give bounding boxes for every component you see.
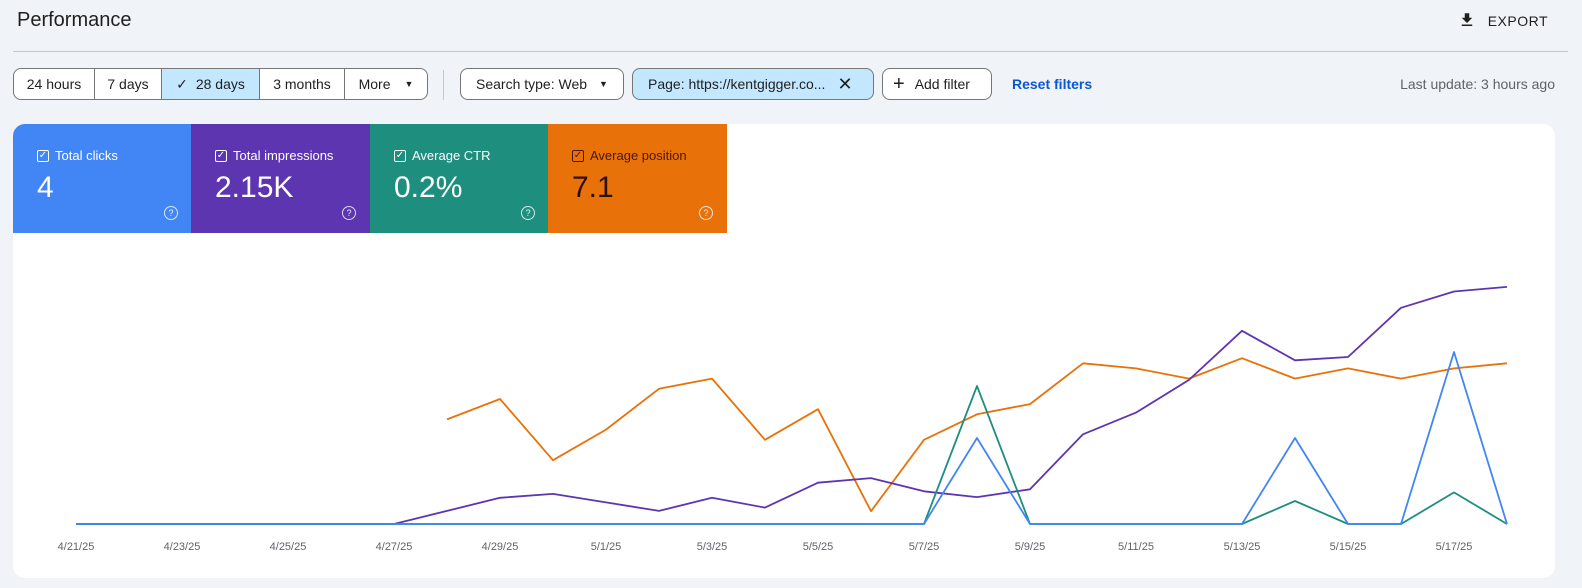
series-line-position xyxy=(446,357,1508,513)
download-icon xyxy=(1458,11,1476,32)
x-tick-label: 5/3/25 xyxy=(697,541,728,553)
series-line-impressions xyxy=(76,286,1508,525)
x-tick-label: 5/11/25 xyxy=(1118,541,1154,553)
date-range-label: 28 days xyxy=(195,76,245,92)
help-icon[interactable]: ? xyxy=(521,206,535,220)
help-icon[interactable]: ? xyxy=(164,206,178,220)
series-line-clicks xyxy=(76,351,1508,525)
date-range-label: 24 hours xyxy=(26,76,82,92)
header-divider xyxy=(13,51,1568,52)
metric-label: Total clicks xyxy=(55,148,118,163)
x-tick-label: 4/21/25 xyxy=(58,541,95,553)
checkbox-icon[interactable]: ✓ xyxy=(572,149,584,162)
date-range-7-days[interactable]: 7 days xyxy=(95,69,162,99)
date-range-label: 7 days xyxy=(107,76,149,92)
page-filter-label: Page: https://kentgigger.co... xyxy=(648,76,826,92)
search-type-dropdown[interactable]: Search type: Web ▼ xyxy=(460,68,624,100)
metric-tile-total-impressions[interactable]: ✓ Total impressions 2.15K ? xyxy=(191,124,370,233)
check-icon: ✓ xyxy=(176,75,188,92)
more-label: More xyxy=(358,76,391,92)
caret-down-icon: ▼ xyxy=(404,79,414,89)
help-icon[interactable]: ? xyxy=(342,206,356,220)
caret-down-icon: ▼ xyxy=(599,79,608,89)
reset-filters-link[interactable]: Reset filters xyxy=(1012,76,1093,92)
page-filter-chip[interactable]: Page: https://kentgigger.co... ✕ xyxy=(632,68,874,100)
page-title: Performance xyxy=(17,9,132,31)
checkbox-icon[interactable]: ✓ xyxy=(37,149,49,162)
x-tick-label: 4/29/25 xyxy=(482,541,519,553)
metric-value: 2.15K xyxy=(215,171,294,204)
metric-label: Average CTR xyxy=(412,148,491,163)
export-button[interactable]: EXPORT xyxy=(1458,10,1548,32)
more-dropdown[interactable]: More ▼ xyxy=(345,69,427,99)
x-tick-label: 5/7/25 xyxy=(909,541,940,553)
series-line-ctr xyxy=(76,385,1508,525)
metric-tile-total-clicks[interactable]: ✓ Total clicks 4 ? xyxy=(13,124,192,233)
x-tick-label: 4/25/25 xyxy=(270,541,307,553)
help-icon[interactable]: ? xyxy=(699,206,713,220)
date-range-selector: 24 hours 7 days ✓ 28 days 3 months More ▼ xyxy=(13,68,428,100)
search-type-label: Search type: Web xyxy=(476,76,588,92)
performance-card: 4/21/25 4/23/25 4/25/25 4/27/25 4/29/25 5/1/2… xyxy=(13,124,1555,578)
x-tick-label: 4/27/25 xyxy=(376,541,413,553)
x-tick-label: 5/13/25 xyxy=(1224,541,1261,553)
metric-tile-average-position[interactable]: ✓ Average position 7.1 ? xyxy=(548,124,727,233)
checkbox-icon[interactable]: ✓ xyxy=(394,149,406,162)
add-filter-button[interactable]: + Add filter xyxy=(882,68,992,100)
header: Performance EXPORT xyxy=(0,0,1582,50)
add-filter-label: Add filter xyxy=(914,76,970,92)
date-range-24-hours[interactable]: 24 hours xyxy=(14,69,95,99)
metric-label: Average position xyxy=(590,148,687,163)
filter-bar: 24 hours 7 days ✓ 28 days 3 months More ▼ … xyxy=(0,68,1582,101)
metric-label: Total impressions xyxy=(233,148,334,163)
x-tick-label: 5/17/25 xyxy=(1436,541,1473,553)
metric-value: 7.1 xyxy=(572,171,614,204)
date-range-28-days[interactable]: ✓ 28 days xyxy=(162,69,260,99)
date-range-3-months[interactable]: 3 months xyxy=(260,69,345,99)
performance-chart: 4/21/25 4/23/25 4/25/25 4/27/25 4/29/25 5/1/2… xyxy=(58,286,1508,553)
x-tick-label: 5/15/25 xyxy=(1330,541,1367,553)
export-label: EXPORT xyxy=(1487,13,1548,29)
metric-value: 0.2% xyxy=(394,171,463,204)
last-update-text: Last update: 3 hours ago xyxy=(1400,76,1555,92)
x-tick-label: 5/1/25 xyxy=(591,541,622,553)
checkbox-icon[interactable]: ✓ xyxy=(215,149,227,162)
plus-icon: + xyxy=(893,73,905,95)
metric-value: 4 xyxy=(37,171,54,204)
x-tick-label: 4/23/25 xyxy=(164,541,201,553)
close-icon[interactable]: ✕ xyxy=(837,74,853,94)
filter-separator xyxy=(443,70,444,100)
x-tick-label: 5/9/25 xyxy=(1015,541,1046,553)
metric-tile-average-ctr[interactable]: ✓ Average CTR 0.2% ? xyxy=(370,124,549,233)
x-tick-label: 5/5/25 xyxy=(803,541,834,553)
date-range-label: 3 months xyxy=(273,76,331,92)
